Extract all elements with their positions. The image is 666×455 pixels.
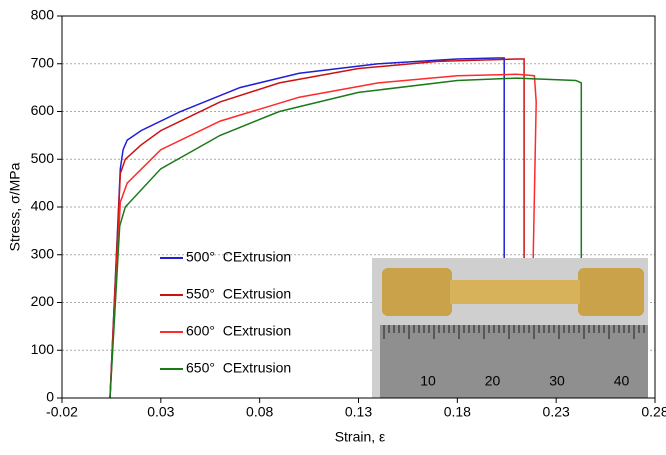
y-tick-label: 800 (31, 7, 55, 23)
legend-label: 500° CExtrusion (186, 249, 291, 265)
y-axis-label: Stress, σ/MPa (7, 162, 23, 251)
x-tick-label: -0.02 (46, 404, 78, 420)
y-tick-label: 700 (31, 54, 55, 70)
y-tick-label: 600 (31, 102, 55, 118)
legend-label: 550° CExtrusion (186, 286, 291, 302)
inset-photo: 10 20 30 40 (372, 258, 648, 398)
y-tick-label: 300 (31, 245, 55, 261)
x-tick-label: 0.13 (345, 404, 372, 420)
y-tick-label: 200 (31, 293, 55, 309)
series-line (109, 58, 525, 399)
y-tick-label: 100 (31, 341, 55, 357)
ruler-label: 20 (485, 373, 501, 389)
y-tick-label: 500 (31, 150, 55, 166)
ruler-label: 10 (420, 373, 436, 389)
series-line (109, 77, 583, 399)
specimen-end (578, 268, 644, 316)
x-tick-label: 0.23 (543, 404, 570, 420)
x-tick-label: 0.03 (147, 404, 174, 420)
y-tick-label: 400 (31, 198, 55, 214)
x-tick-label: 0.08 (246, 404, 273, 420)
ruler-label: 40 (614, 373, 630, 389)
legend-label: 650° CExtrusion (186, 360, 291, 376)
ruler-label: 30 (549, 373, 565, 389)
specimen-gauge (450, 280, 580, 304)
series-line (109, 73, 537, 399)
ruler (380, 325, 648, 398)
x-tick-label: 0.18 (444, 404, 471, 420)
series-line (109, 57, 505, 399)
x-axis-label: Strain, ε (335, 429, 386, 445)
specimen-end (382, 268, 452, 316)
legend-label: 600° CExtrusion (186, 323, 291, 339)
x-tick-label: 0.28 (641, 404, 666, 420)
plot-frame (61, 15, 656, 399)
y-tick-label: 0 (46, 389, 54, 405)
